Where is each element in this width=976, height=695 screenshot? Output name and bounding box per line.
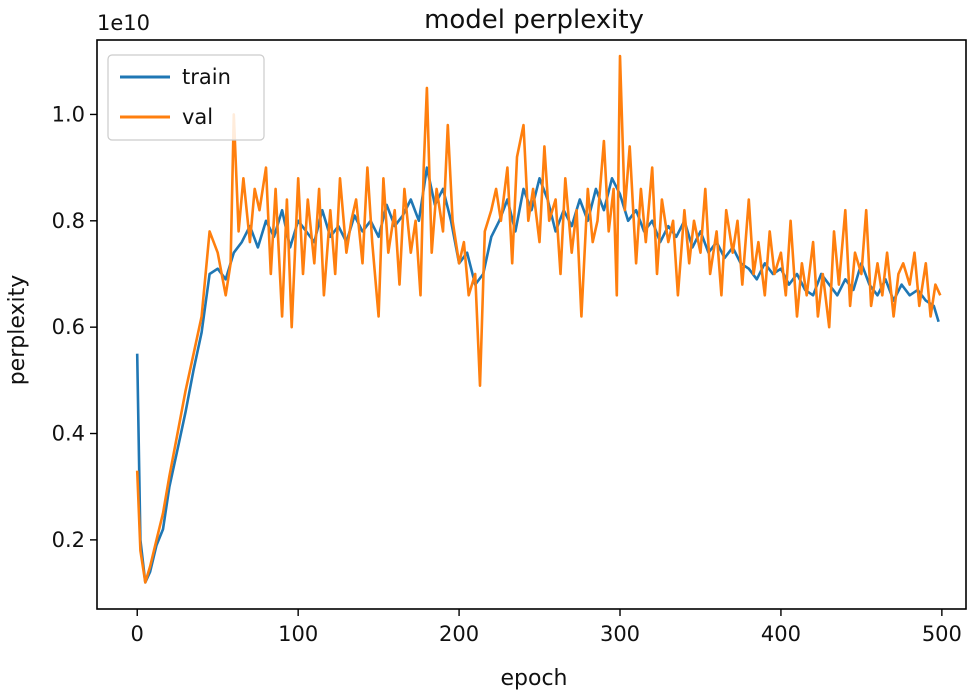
x-tick-label: 400 <box>761 622 801 646</box>
y-axis: 0.2 0.4 0.6 0.8 1.0 <box>52 102 97 552</box>
x-tick-label: 500 <box>922 622 962 646</box>
y-tick-label: 0.6 <box>52 315 85 339</box>
y-tick-label: 0.4 <box>52 422 85 446</box>
x-axis-title: epoch <box>501 666 568 691</box>
y-tick-label: 0.8 <box>52 209 85 233</box>
legend: train val <box>107 54 265 141</box>
y-tick-label: 1.0 <box>52 102 85 126</box>
x-tick-label: 100 <box>278 622 318 646</box>
x-tick-label: 0 <box>131 622 144 646</box>
x-tick-label: 200 <box>439 622 479 646</box>
y-tick-label: 0.2 <box>52 528 85 552</box>
chart-title: model perplexity <box>424 5 644 35</box>
x-tick-label: 300 <box>600 622 640 646</box>
y-scale-label: 1e10 <box>97 11 150 35</box>
legend-train-label: train <box>182 65 231 89</box>
series-line-val <box>135 54 942 584</box>
y-axis-title: perplexity <box>5 275 30 386</box>
plot-lines <box>135 54 942 584</box>
x-axis: 0 100 200 300 400 500 <box>131 609 962 646</box>
plot-frame <box>96 39 967 610</box>
legend-val-label: val <box>182 105 213 129</box>
